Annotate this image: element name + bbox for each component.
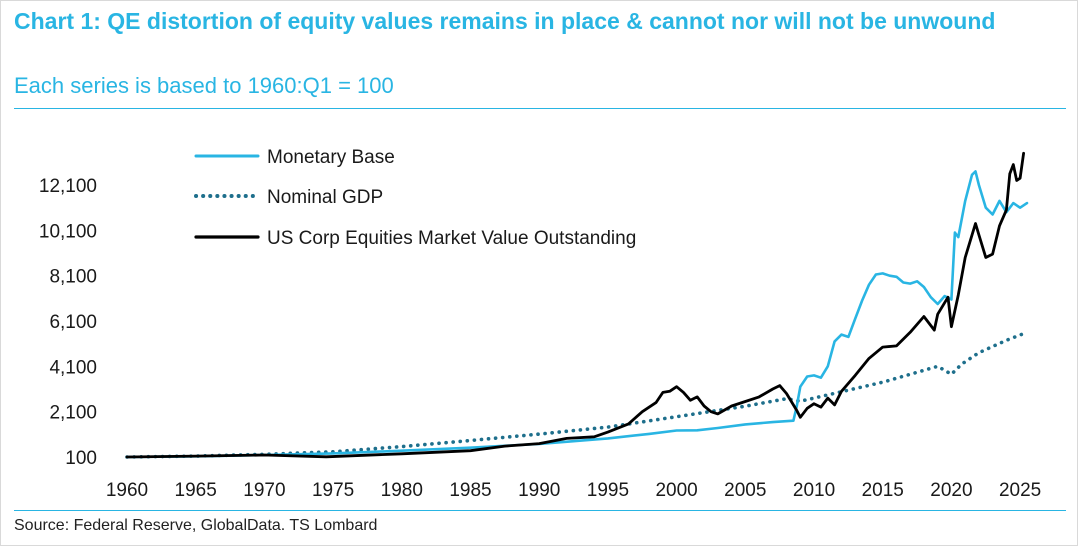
x-tick-label: 2015 (862, 480, 904, 501)
y-axis: 100 2,100 4,100 6,100 8,100 10,100 12,100 (39, 176, 97, 469)
y-tick-label: 4,100 (49, 357, 97, 378)
y-tick-label: 6,100 (49, 312, 97, 333)
series-layer (125, 151, 1029, 459)
x-tick-label: 1965 (175, 480, 217, 501)
x-tick-label: 1970 (243, 480, 285, 501)
x-tick-label: 1990 (518, 480, 560, 501)
header-divider (14, 108, 1066, 109)
x-tick-label: 1995 (587, 480, 629, 501)
x-tick-label: 1985 (449, 480, 491, 501)
series-line-nominal-gdp (125, 330, 1029, 459)
y-tick-label: 10,100 (39, 221, 97, 242)
footer-divider (14, 510, 1066, 511)
x-tick-label: 2020 (930, 480, 972, 501)
x-tick-label: 2005 (724, 480, 766, 501)
x-tick-label: 1960 (106, 480, 148, 501)
chart-title: Chart 1: QE distortion of equity values … (14, 8, 996, 34)
legend-label-nominal-gdp: Nominal GDP (267, 187, 383, 208)
x-tick-label: 2000 (655, 480, 697, 501)
x-axis: 1960 1965 1970 1975 1980 1985 1990 1995 2000 2005… (106, 480, 1041, 501)
legend: Monetary Base Nominal GDP US Corp Equities… (194, 147, 636, 249)
legend-label-monetary-base: Monetary Base (267, 147, 395, 168)
source-note: Source: Federal Reserve, GlobalData. TS … (14, 517, 378, 534)
y-tick-label: 12,100 (39, 176, 97, 197)
y-tick-label: 8,100 (49, 267, 97, 288)
legend-label-us-corp-equities: US Corp Equities Market Value Outstandin… (267, 228, 636, 249)
series-line-us-corp-equities (125, 151, 1025, 459)
x-tick-label: 1975 (312, 480, 354, 501)
x-tick-label: 1980 (381, 480, 423, 501)
chart-subtitle: Each series is based to 1960:Q1 = 100 (14, 73, 394, 98)
x-tick-label: 2010 (793, 480, 835, 501)
y-tick-label: 100 (65, 448, 97, 469)
series-line-monetary-base (125, 170, 1029, 459)
x-tick-label: 2025 (999, 480, 1041, 501)
y-tick-label: 2,100 (49, 403, 97, 424)
